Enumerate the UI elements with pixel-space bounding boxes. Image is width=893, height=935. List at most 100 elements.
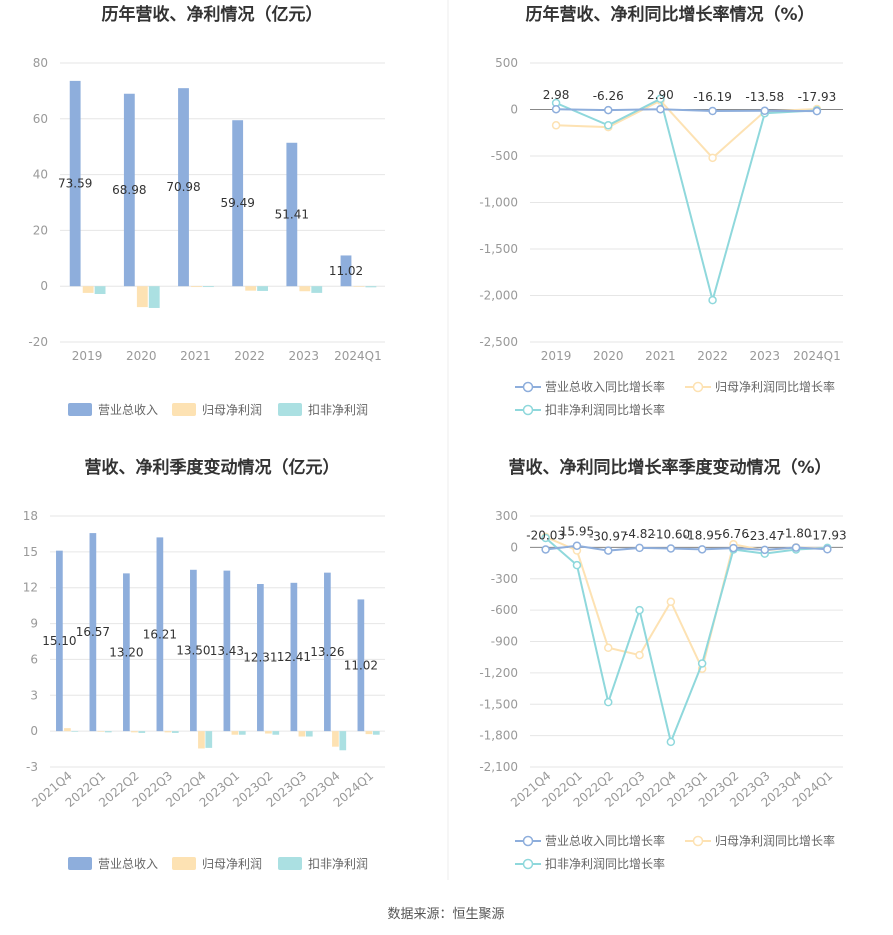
legend-swatch — [278, 403, 302, 416]
legend-item: 归母净利润 — [172, 403, 262, 417]
legend-swatch-marker — [522, 381, 534, 393]
data-point — [760, 106, 769, 116]
legend-label: 营业总收入同比增长率 — [545, 833, 665, 848]
x-tick-label: 2019 — [541, 349, 572, 363]
y-tick-label: -500 — [491, 149, 518, 163]
legend-swatch — [172, 403, 196, 416]
line-value-label: -23.47 — [745, 529, 784, 543]
legend-label: 扣非净利润同比增长率 — [545, 856, 665, 871]
y-tick-label: -900 — [491, 635, 518, 649]
bar — [71, 731, 79, 732]
y-axis: -2,100 -1,800 -1,500 -1,200 -900 -600 -300 0 300 — [479, 509, 518, 774]
data-point — [656, 94, 665, 104]
bar — [299, 286, 311, 292]
x-tick-label: 2019 — [72, 349, 103, 363]
bar — [265, 731, 272, 734]
bar-value-label: 12.41 — [277, 650, 311, 664]
bar — [94, 286, 106, 295]
line-value-label: -18.95 — [683, 528, 722, 542]
bar — [205, 731, 213, 748]
y-tick-label: 80 — [33, 56, 48, 70]
legend-label: 扣非净利润 — [308, 403, 368, 417]
data-point — [760, 545, 769, 555]
y-tick-label: -1,200 — [479, 666, 518, 680]
data-point — [604, 546, 613, 555]
legend-label: 归母净利润同比增长率 — [715, 379, 835, 394]
y-tick-label: -1,000 — [479, 196, 518, 210]
legend-label: 归母净利润同比增长率 — [715, 833, 835, 848]
bar — [191, 286, 202, 288]
bar-value-label: 73.59 — [58, 177, 92, 191]
legend-item: 归母净利润 — [172, 857, 262, 871]
bar-value-label: 12.31 — [243, 651, 277, 665]
bar — [131, 731, 138, 733]
bar-value-label: 16.21 — [143, 627, 177, 641]
legend-label: 扣非净利润 — [308, 857, 368, 871]
bar-value-label: 13.43 — [210, 644, 244, 658]
legend-swatch-marker — [522, 404, 534, 416]
y-tick-label: 300 — [495, 509, 518, 523]
y-tick-label: -600 — [491, 603, 518, 617]
series-line — [555, 97, 817, 304]
x-tick-label: 2023 — [749, 349, 780, 363]
y-axis: -20 0 20 40 60 80 — [28, 56, 48, 349]
x-tick-label: 2020 — [593, 349, 624, 363]
line-value-label: -6.26 — [593, 89, 624, 103]
legend: 营业总收入 归母净利润 扣非净利润 — [68, 403, 368, 417]
bar — [339, 731, 347, 751]
bar — [164, 731, 172, 733]
data-labels: -20.0315.95-30.97-4.82-10.60-18.95-6.76-… — [526, 525, 846, 544]
gridlines — [50, 515, 385, 768]
chart-title: 营收、净利季度变动情况（亿元） — [85, 457, 340, 478]
bar-value-label: 11.02 — [344, 658, 378, 672]
data-point — [572, 560, 582, 570]
quarterly-growth-rate-chart: 营收、净利同比增长率季度变动情况（%） -20.0315.95-30.97-4.… — [479, 457, 846, 871]
gridlines — [530, 515, 843, 768]
data-point — [541, 533, 550, 543]
y-tick-label: -20 — [28, 335, 48, 349]
data-point — [729, 543, 738, 553]
data-point — [666, 737, 676, 747]
bar-value-label: 70.98 — [166, 180, 200, 194]
bar — [82, 286, 94, 293]
y-tick-label: -3 — [26, 760, 38, 774]
chart-title: 营收、净利同比增长率季度变动情况（%） — [508, 457, 831, 478]
legend-item: 营业总收入 — [68, 857, 158, 871]
bar — [305, 731, 313, 737]
bar-value-label: 51.41 — [275, 207, 309, 221]
bar — [365, 731, 373, 735]
line-value-label: 15.95 — [560, 525, 594, 539]
data-point — [604, 697, 613, 707]
data-point — [708, 153, 717, 163]
legend-swatch-marker — [692, 381, 704, 393]
bar-value-label: 13.50 — [176, 643, 210, 657]
bar — [198, 731, 205, 749]
legend: 营业总收入 归母净利润 扣非净利润 — [68, 857, 368, 871]
data-point — [541, 545, 550, 554]
legend-label: 扣非净利润同比增长率 — [545, 402, 665, 417]
y-axis: -2,500 -2,000 -1,500 -1,000 -500 0 500 — [479, 56, 518, 349]
bar — [156, 537, 164, 732]
bar-value-label: 15.10 — [42, 634, 76, 648]
legend-label: 归母净利润 — [202, 403, 262, 417]
line-marks — [551, 94, 822, 305]
line-value-label: -16.19 — [693, 90, 732, 104]
y-tick-label: 15 — [23, 545, 38, 559]
bar-value-label: 16.57 — [76, 625, 110, 639]
x-axis: 2021Q42022Q12022Q22022Q32022Q42023Q12023… — [508, 769, 835, 810]
bar — [357, 599, 365, 732]
line-value-label: -1.80 — [781, 527, 812, 541]
bar — [104, 731, 112, 733]
y-tick-label: 18 — [23, 509, 38, 523]
annual-growth-rate-chart: 历年营收、净利同比增长率情况（%） 2.98 -6.26 2.90 -16.19 -13… — [479, 4, 843, 417]
line-marks — [541, 532, 832, 747]
source-note: 数据来源：恒生聚源 — [387, 907, 504, 922]
bar — [136, 286, 148, 308]
y-tick-label: 9 — [30, 617, 38, 631]
y-axis: -3 0 3 6 9 12 15 18 — [23, 509, 38, 774]
data-point — [791, 543, 801, 552]
y-tick-label: -300 — [491, 572, 518, 586]
legend-swatch — [172, 857, 196, 870]
